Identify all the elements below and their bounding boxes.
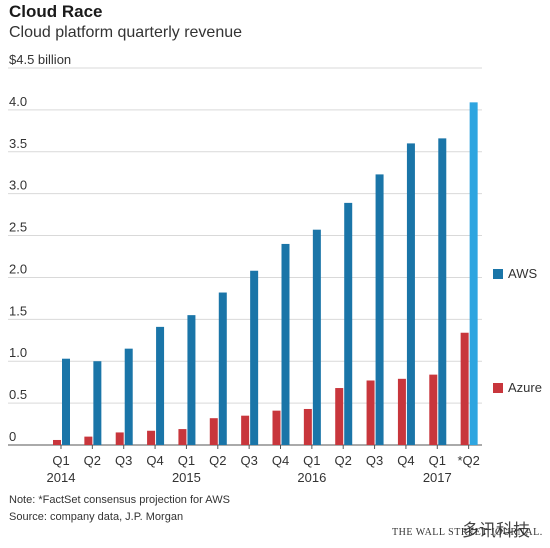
x-tick-label: Q1 — [52, 453, 69, 468]
legend-label-azure: Azure — [508, 380, 542, 395]
bar-azure — [115, 432, 124, 445]
footnote: Note: *FactSet consensus projection for … — [9, 494, 230, 506]
bar-aws — [281, 243, 290, 445]
x-tick-label: *Q2 — [457, 453, 479, 468]
bar-azure — [84, 436, 93, 445]
bar-azure — [397, 378, 406, 445]
bar-aws — [156, 326, 165, 445]
legend-label-aws: AWS — [508, 266, 538, 281]
publisher-credit: THE WALL STREET JOURNAL. — [392, 527, 543, 538]
x-year-label: 2016 — [297, 470, 326, 485]
bar-aws — [93, 361, 102, 445]
bar-azure — [241, 415, 250, 445]
bar-azure — [460, 332, 469, 445]
legend-swatch-aws — [493, 268, 503, 279]
chart-title: Cloud Race — [9, 2, 103, 21]
x-tick-label: Q1 — [178, 453, 195, 468]
y-tick-label: 1.0 — [9, 345, 27, 360]
x-tick-label: Q3 — [366, 453, 383, 468]
bar-aws — [250, 270, 259, 445]
y-axis-unit-label: $4.5 billion — [9, 52, 71, 67]
bar-aws — [375, 174, 384, 446]
bar-aws — [62, 358, 70, 445]
bar-azure — [429, 374, 438, 445]
x-tick-label: Q4 — [397, 453, 414, 468]
x-tick-label: Q3 — [240, 453, 257, 468]
x-tick-label: Q3 — [115, 453, 132, 468]
bars — [53, 102, 478, 446]
bar-azure — [209, 418, 218, 445]
y-axis-ticks: 0 0.5 1.0 1.5 2.0 2.5 3.0 3.5 4.0 $4.5 billion — [9, 52, 71, 444]
bar-azure — [272, 410, 281, 445]
source-note: Source: company data, J.P. Morgan — [9, 511, 184, 523]
watermark: 多讯科技 — [462, 521, 530, 540]
bar-azure — [335, 388, 344, 445]
y-tick-label: 3.5 — [9, 136, 27, 151]
bar-aws — [187, 315, 196, 445]
y-tick-label: 0.5 — [9, 387, 27, 402]
legend-item-aws: AWS — [493, 266, 537, 281]
y-tick-label: 2.0 — [9, 261, 27, 276]
bar-aws — [218, 292, 227, 445]
chart-subtitle: Cloud platform quarterly revenue — [9, 24, 243, 41]
x-tick-label: Q1 — [303, 453, 320, 468]
x-tick-label: Q4 — [146, 453, 163, 468]
bar-azure — [366, 380, 375, 445]
bar-azure — [147, 430, 156, 445]
x-year-label: 2015 — [172, 470, 201, 485]
x-tick-label: Q1 — [429, 453, 446, 468]
x-year-label: 2017 — [423, 470, 452, 485]
x-tick-label: Q4 — [272, 453, 289, 468]
x-tick-label: Q2 — [209, 453, 226, 468]
x-year-label: 2014 — [47, 470, 76, 485]
x-axis-ticks: Q1 Q2 Q3 Q4 Q1 Q2 Q3 Q4 Q1 Q2 Q3 Q4 Q1 *Q2 2014 2015 201… — [47, 445, 480, 485]
x-tick-label: Q2 — [84, 453, 101, 468]
y-tick-label: 3.0 — [9, 178, 27, 193]
bar-azure — [53, 439, 61, 445]
y-tick-label: 4.0 — [9, 94, 27, 109]
legend-swatch-azure — [493, 382, 503, 393]
bar-aws — [124, 348, 133, 445]
bar-aws — [438, 138, 447, 445]
y-tick-label: 0 — [9, 429, 16, 444]
legend-item-azure: Azure — [493, 380, 542, 395]
bar-azure — [178, 429, 187, 445]
bar-aws — [344, 202, 353, 445]
bar-aws — [312, 229, 321, 445]
y-tick-label: 2.5 — [9, 220, 27, 235]
bar-aws — [406, 143, 415, 445]
y-tick-label: 1.5 — [9, 303, 27, 318]
bar-aws-projection — [469, 102, 478, 446]
bar-azure — [303, 408, 312, 445]
bar-chart: 0 0.5 1.0 1.5 2.0 2.5 3.0 3.5 4.0 $4.5 billion Q1… — [8, 52, 482, 485]
x-tick-label: Q2 — [335, 453, 352, 468]
